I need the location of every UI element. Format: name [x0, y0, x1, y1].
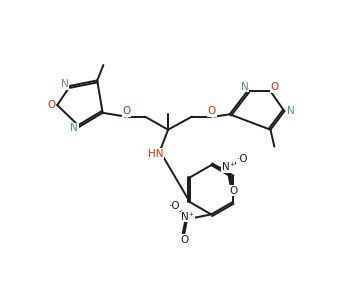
Text: O: O	[208, 106, 216, 116]
Text: N⁺: N⁺	[222, 162, 235, 173]
Text: N: N	[70, 123, 78, 133]
Text: ·O: ·O	[237, 154, 249, 164]
Text: O: O	[122, 106, 131, 116]
Text: N: N	[287, 106, 294, 116]
Text: O: O	[180, 235, 188, 245]
Text: N: N	[61, 79, 69, 89]
Text: O: O	[230, 186, 238, 195]
Text: ·O: ·O	[168, 201, 180, 211]
Text: HN: HN	[148, 149, 164, 159]
Text: N⁺: N⁺	[182, 212, 195, 222]
Text: N: N	[241, 82, 249, 91]
Text: O: O	[270, 82, 278, 92]
Text: O: O	[48, 100, 56, 110]
